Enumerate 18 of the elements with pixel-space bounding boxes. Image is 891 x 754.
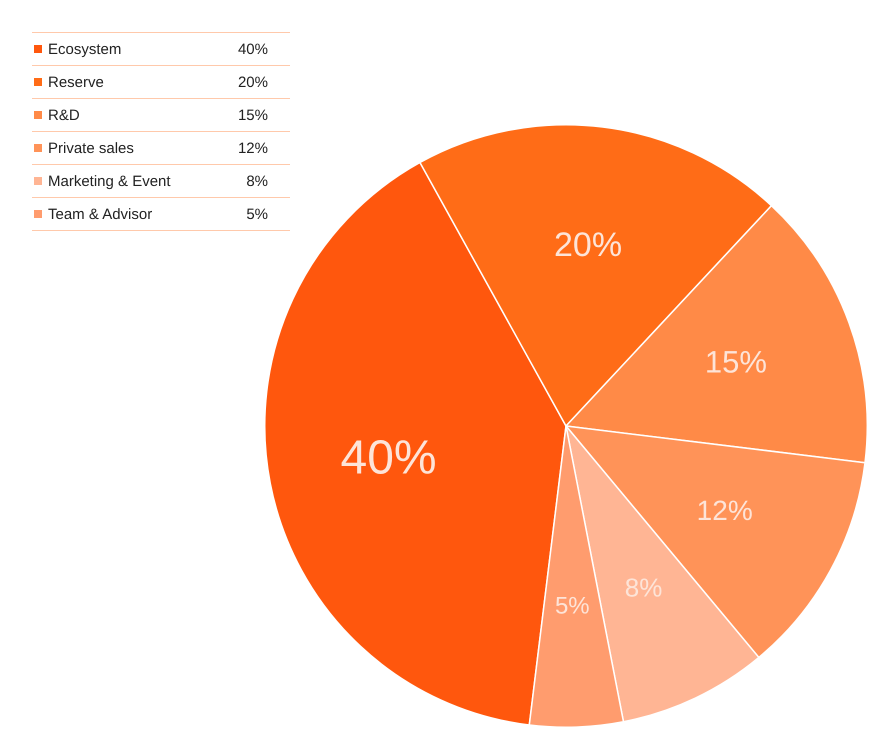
legend-label: Private sales bbox=[48, 140, 134, 156]
legend-label: R&D bbox=[48, 106, 80, 124]
data-label: 40% bbox=[238, 40, 268, 58]
text: 5% bbox=[246, 206, 268, 222]
text: 20% bbox=[238, 74, 268, 90]
legend-label: Team & Advisor bbox=[48, 206, 152, 222]
data-label: 15% bbox=[704, 344, 767, 380]
text: 40% bbox=[340, 432, 437, 485]
data-label: 12% bbox=[696, 495, 753, 526]
data-label: 5% bbox=[554, 592, 590, 620]
text: 8% bbox=[246, 172, 268, 190]
text: 12% bbox=[238, 140, 268, 156]
text: 15% bbox=[238, 106, 268, 124]
legend-label: Ecosystem bbox=[48, 40, 122, 58]
data-label: 20% bbox=[554, 226, 622, 264]
data-label: 8% bbox=[624, 572, 662, 602]
legend-label: Marketing & Event bbox=[48, 172, 171, 190]
legend-label: Reserve bbox=[48, 74, 104, 90]
